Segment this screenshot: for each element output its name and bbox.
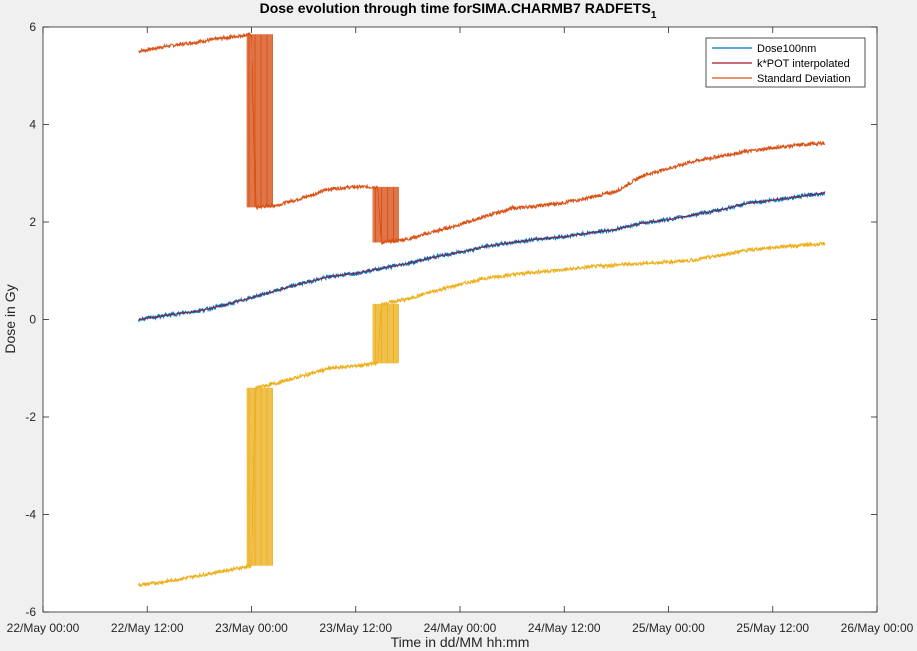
x-tick-label: 22/May 12:00 xyxy=(111,621,184,635)
x-tick-label: 25/May 00:00 xyxy=(632,621,705,635)
series-jump-band xyxy=(246,387,273,566)
x-tick-label: 26/May 00:00 xyxy=(841,621,914,635)
plot-area xyxy=(42,26,878,613)
y-tick-label: -2 xyxy=(25,410,36,424)
x-tick-label: 23/May 12:00 xyxy=(319,621,392,635)
x-axis-label: Time in dd/MM hh:mm xyxy=(391,634,530,650)
x-tick-label: 23/May 00:00 xyxy=(215,621,288,635)
x-tick-label: 24/May 12:00 xyxy=(528,621,601,635)
y-tick-label: 4 xyxy=(29,118,36,132)
legend: Dose100nm k*POT interpolated Standard De… xyxy=(705,37,866,88)
y-tick-label: -4 xyxy=(25,508,36,522)
legend-label-std: Standard Deviation xyxy=(757,73,851,85)
series-jump-band xyxy=(372,303,399,364)
chart-title-subscript: 1 xyxy=(651,10,657,21)
series-jump-band xyxy=(246,34,273,208)
legend-label-kpot: k*POT interpolated xyxy=(757,58,850,70)
series-line-1 xyxy=(138,192,825,320)
y-axis: -6 -4 -2 0 2 4 6 xyxy=(25,20,877,619)
y-axis-label: Dose in Gy xyxy=(2,284,18,353)
legend-label-dose100nm: Dose100nm xyxy=(757,43,816,55)
y-tick-label: 6 xyxy=(29,20,36,34)
x-tick-label: 24/May 00:00 xyxy=(424,621,497,635)
y-tick-label: 2 xyxy=(29,215,36,229)
series-jump-band xyxy=(372,186,399,243)
chart-title: Dose evolution through time forSIMA.CHAR… xyxy=(260,0,657,21)
y-tick-label: -6 xyxy=(25,605,36,619)
x-axis: 22/May 00:00 22/May 12:00 23/May 00:00 23/M… xyxy=(7,27,914,635)
y-tick-label: 0 xyxy=(29,313,36,327)
x-tick-label: 22/May 00:00 xyxy=(7,621,80,635)
series-lines xyxy=(138,32,826,588)
x-tick-label: 25/May 12:00 xyxy=(736,621,809,635)
